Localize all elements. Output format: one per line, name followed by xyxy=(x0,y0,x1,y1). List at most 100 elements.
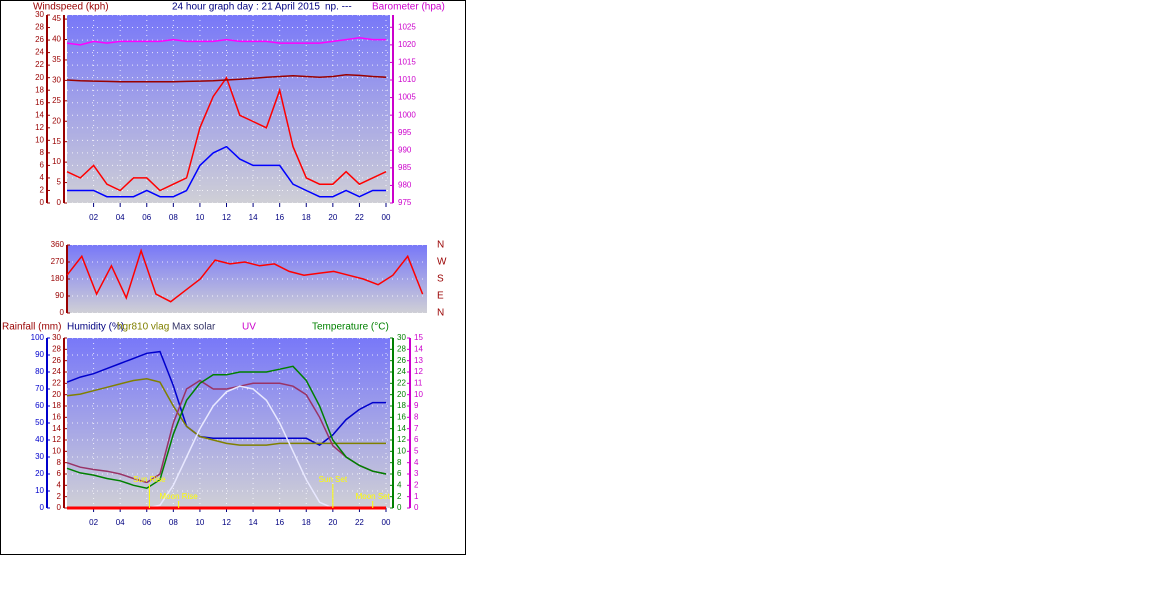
y-tick-label: 7 xyxy=(414,424,419,433)
y-tick-label: 22 xyxy=(397,378,406,387)
y-tick-label: 975 xyxy=(398,198,412,207)
annotation: Sun Set xyxy=(319,475,348,484)
y-tick-label: 990 xyxy=(398,145,412,154)
x-tick-label: 18 xyxy=(302,213,311,222)
y-tick-label: 24 xyxy=(397,367,406,376)
y-tick-label: 2 xyxy=(414,480,419,489)
y-tick-label: 60 xyxy=(35,401,44,410)
y-tick-label: 980 xyxy=(398,181,412,190)
x-tick-label: 20 xyxy=(328,213,337,222)
x-tick-label: 04 xyxy=(116,213,125,222)
series-line xyxy=(66,365,387,489)
x-tick-label: 22 xyxy=(355,213,364,222)
y-tick-label: 10 xyxy=(35,486,44,495)
series-line xyxy=(67,145,386,198)
x-tick-label: 10 xyxy=(195,518,204,527)
annotation: Sun Rise xyxy=(133,475,166,484)
x-tick-label: 08 xyxy=(169,518,178,527)
series-line xyxy=(66,350,386,446)
y-tick-label: 1000 xyxy=(398,110,416,119)
y-tick-label: 995 xyxy=(398,128,412,137)
y-tick-label: 30 xyxy=(52,76,61,85)
series-label: UV xyxy=(242,322,256,333)
chart-title: 24 hour graph day : 21 April 2015 xyxy=(172,2,320,13)
y-tick-label: 270 xyxy=(51,257,65,266)
x-tick-label: 06 xyxy=(142,518,151,527)
x-tick-label: 06 xyxy=(142,213,151,222)
y-tick-label: 5 xyxy=(414,446,419,455)
y-tick-label: 10 xyxy=(52,446,61,455)
y-tick-label: 4 xyxy=(414,458,419,467)
y-tick-label: 4 xyxy=(40,173,45,182)
y-tick-label: 5 xyxy=(57,178,62,187)
y-tick-label: 16 xyxy=(35,98,44,107)
y-tick-label: 0 xyxy=(40,198,45,207)
x-tick-label: 18 xyxy=(302,518,311,527)
y-tick-label: 12 xyxy=(52,435,61,444)
y-tick-label: 28 xyxy=(52,344,61,353)
y-tick-label: 0 xyxy=(57,503,62,512)
y-tick-label: 50 xyxy=(35,418,44,427)
plot-area xyxy=(67,338,390,508)
y-tick-label: 16 xyxy=(52,412,61,421)
y-tick-label: 15 xyxy=(52,137,61,146)
series-line xyxy=(66,248,424,303)
x-tick-label: 14 xyxy=(249,213,258,222)
y-tick-label: 8 xyxy=(57,458,62,467)
series-line xyxy=(66,76,387,192)
y-tick-label: 12 xyxy=(397,435,406,444)
x-tick-label: 20 xyxy=(328,518,337,527)
y-tick-label: 0 xyxy=(397,503,402,512)
y-tick-label: 30 xyxy=(397,333,406,342)
y-tick-label: 26 xyxy=(397,356,406,365)
x-tick-label: 14 xyxy=(249,518,258,527)
y-tick-label: 2 xyxy=(57,492,62,501)
y-tick-label: 26 xyxy=(52,356,61,365)
y-tick-label: 16 xyxy=(397,412,406,421)
series-line xyxy=(66,37,386,46)
y-tick-label: 14 xyxy=(397,424,406,433)
y-tick-label: 6 xyxy=(40,161,45,170)
y-tick-label: 6 xyxy=(397,469,402,478)
subtitle: np. --- xyxy=(325,2,352,13)
y-tick-label: 20 xyxy=(35,469,44,478)
y-tick-label: 12 xyxy=(35,123,44,132)
y-tick-label: 28 xyxy=(35,23,44,32)
y-tick-label: 4 xyxy=(57,480,62,489)
y-tick-label: 40 xyxy=(35,435,44,444)
y-tick-label: 90 xyxy=(55,291,64,300)
y-tick-label: 8 xyxy=(414,412,419,421)
direction-label: W xyxy=(437,257,447,268)
y-tick-label: 30 xyxy=(52,333,61,342)
y-tick-label: 28 xyxy=(397,344,406,353)
y-tick-label: 0 xyxy=(40,503,45,512)
y-tick-label: 90 xyxy=(35,350,44,359)
y-tick-label: 8 xyxy=(397,458,402,467)
y-tick-label: 20 xyxy=(52,116,61,125)
y-tick-label: 10 xyxy=(414,390,423,399)
y-tick-label: 0 xyxy=(57,198,62,207)
y-tick-label: 70 xyxy=(35,384,44,393)
y-tick-label: 1025 xyxy=(398,22,416,31)
series-line xyxy=(66,73,387,83)
plot-area xyxy=(67,15,390,203)
x-tick-label: 12 xyxy=(222,518,231,527)
y-tick-label: 14 xyxy=(414,344,423,353)
y-tick-label: 3 xyxy=(414,469,419,478)
y-label: Windspeed (kph) xyxy=(33,2,109,13)
x-tick-label: 02 xyxy=(89,518,98,527)
y-tick-label: 24 xyxy=(35,48,44,57)
x-tick-label: 16 xyxy=(275,213,284,222)
y-tick-label: 0 xyxy=(414,503,419,512)
y-tick-label: 13 xyxy=(414,356,423,365)
y-tick-label: 100 xyxy=(31,333,45,342)
x-tick-label: 00 xyxy=(382,518,391,527)
y3-label: Rainfall (mm) xyxy=(2,322,61,333)
y-tick-label: 2 xyxy=(397,492,402,501)
y-label: Humidity (%) xyxy=(67,322,124,333)
y-tick-label: 30 xyxy=(35,10,44,19)
series-line xyxy=(66,379,387,484)
annotation: Moon Rise xyxy=(160,492,199,501)
